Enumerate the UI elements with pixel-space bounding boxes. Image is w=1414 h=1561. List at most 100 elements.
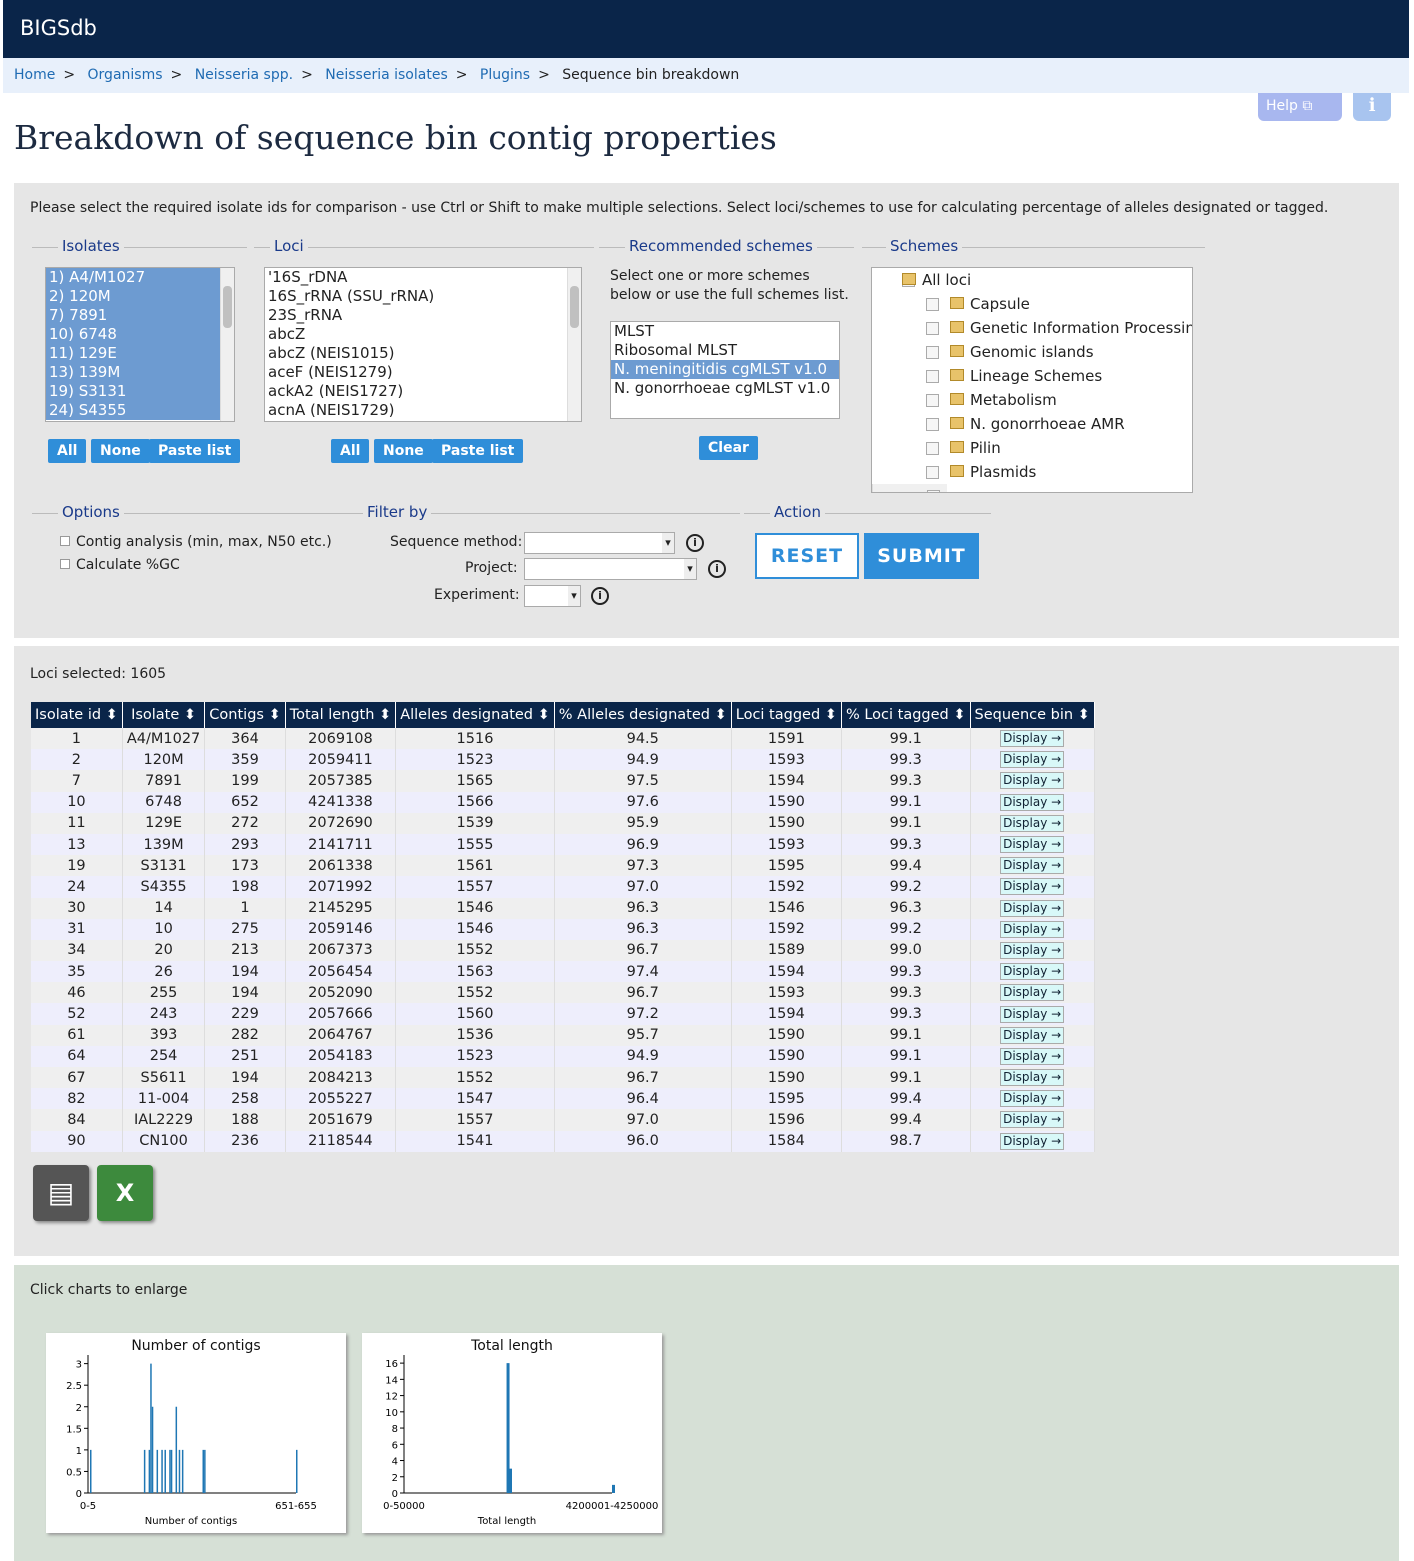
isolates-all-button[interactable]: All xyxy=(48,439,87,463)
column-header[interactable]: % Alleles designated ⬍ xyxy=(554,702,732,728)
info-icon[interactable]: i xyxy=(708,560,726,578)
display-button[interactable]: Display → xyxy=(1000,984,1065,1002)
loci-paste-button[interactable]: Paste list xyxy=(432,439,524,463)
isolate-option[interactable]: 24) S4355 xyxy=(46,401,234,420)
experiment-select[interactable] xyxy=(524,585,581,607)
display-button[interactable]: Display → xyxy=(1000,793,1065,811)
display-button[interactable]: Display → xyxy=(1000,920,1065,938)
locus-option[interactable]: '16S_rDNA xyxy=(268,268,348,286)
excel-export-button[interactable]: X xyxy=(97,1165,153,1221)
table-cell: 188 xyxy=(204,1109,286,1131)
schemes-tree[interactable]: All loci Capsule Genetic Information Pro… xyxy=(871,267,1193,493)
tree-node[interactable]: Pilin xyxy=(872,436,1192,460)
clear-button[interactable]: Clear xyxy=(699,436,758,460)
reset-button[interactable]: RESET xyxy=(755,533,859,579)
display-button[interactable]: Display → xyxy=(1000,730,1065,748)
display-button[interactable]: Display → xyxy=(1000,1132,1065,1150)
submit-button[interactable]: SUBMIT xyxy=(864,533,979,579)
display-button[interactable]: Display → xyxy=(1000,1111,1065,1129)
display-button[interactable]: Display → xyxy=(1000,1069,1065,1087)
table-cell: 2052090 xyxy=(285,982,397,1004)
contig-analysis-checkbox[interactable]: Contig analysis (min, max, N50 etc.) xyxy=(60,534,332,550)
locus-option[interactable]: 23S_rRNA xyxy=(268,306,343,324)
isolate-option[interactable]: 13) 139M xyxy=(46,363,234,382)
table-cell: 64 xyxy=(31,1045,123,1067)
isolates-none-button[interactable]: None xyxy=(91,439,150,463)
crumb-home[interactable]: Home xyxy=(14,67,56,83)
display-button[interactable]: Display → xyxy=(1000,836,1065,854)
isolates-select[interactable]: 1) A4/M1027 2) 120M 7) 7891 10) 6748 11)… xyxy=(45,267,235,422)
display-button[interactable]: Display → xyxy=(1000,751,1065,769)
info-icon[interactable]: i xyxy=(686,534,704,552)
display-button[interactable]: Display → xyxy=(1000,1090,1065,1108)
scrollbar[interactable] xyxy=(567,268,581,421)
column-header[interactable]: % Loci tagged ⬍ xyxy=(841,702,971,728)
table-cell: 97.5 xyxy=(554,770,732,792)
isolate-option[interactable]: 7) 7891 xyxy=(46,306,234,325)
scheme-option[interactable]: Ribosomal MLST xyxy=(614,341,738,359)
scheme-option-selected[interactable]: N. meningitidis cgMLST v1.0 xyxy=(611,360,839,379)
display-button[interactable]: Display → xyxy=(1000,878,1065,896)
isolate-option[interactable]: 1) A4/M1027 xyxy=(46,268,234,287)
help-button[interactable]: Help ⧉ xyxy=(1258,93,1342,121)
isolate-option[interactable]: 10) 6748 xyxy=(46,325,234,344)
text-export-button[interactable]: ▤ xyxy=(33,1165,89,1221)
loci-none-button[interactable]: None xyxy=(374,439,433,463)
table-cell: 94.9 xyxy=(554,1045,732,1067)
display-button[interactable]: Display → xyxy=(1000,814,1065,832)
locus-option[interactable]: abcZ xyxy=(268,325,306,343)
display-button[interactable]: Display → xyxy=(1000,1005,1065,1023)
isolate-option[interactable]: 19) S3131 xyxy=(46,382,234,401)
display-button[interactable]: Display → xyxy=(1000,857,1065,875)
isolates-paste-button[interactable]: Paste list xyxy=(149,439,241,463)
tree-node[interactable]: Metabolism xyxy=(872,388,1192,412)
locus-option[interactable]: aceF (NEIS1279) xyxy=(268,363,393,381)
length-chart[interactable]: Total length 0 2 4 6 8 10 12 14 16 0-50000 4200001-… xyxy=(362,1333,662,1533)
column-header[interactable]: Contigs ⬍ xyxy=(204,702,286,728)
gc-checkbox[interactable]: Calculate %GC xyxy=(60,557,180,573)
column-header[interactable]: Isolate id ⬍ xyxy=(31,702,123,728)
crumb-organisms[interactable]: Organisms xyxy=(87,67,163,83)
loci-all-button[interactable]: All xyxy=(331,439,370,463)
column-header[interactable]: Loci tagged ⬍ xyxy=(731,702,842,728)
display-button[interactable]: Display → xyxy=(1000,899,1065,917)
project-select[interactable] xyxy=(524,558,697,580)
display-button[interactable]: Display → xyxy=(1000,1026,1065,1044)
info-button[interactable]: ℹ xyxy=(1353,93,1391,121)
crumb-isolates[interactable]: Neisseria isolates xyxy=(325,67,448,83)
display-button[interactable]: Display → xyxy=(1000,772,1065,790)
tree-node[interactable]: Plasmids xyxy=(872,460,1192,484)
tree-node[interactable]: Capsule xyxy=(872,292,1192,316)
contigs-chart[interactable]: Number of contigs 0 0.5 1 1.5 2 2.5 3 0-5 651-655… xyxy=(46,1333,346,1533)
crumb-neisseria[interactable]: Neisseria spp. xyxy=(194,67,294,83)
scrollbar[interactable] xyxy=(220,268,234,421)
scheme-option[interactable]: MLST xyxy=(614,322,654,340)
column-header[interactable]: Isolate ⬍ xyxy=(122,702,206,728)
display-button[interactable]: Display → xyxy=(1000,1047,1065,1065)
column-header[interactable]: Alleles designated ⬍ xyxy=(395,702,555,728)
recommended-schemes-select[interactable]: MLST Ribosomal MLST N. meningitidis cgML… xyxy=(610,321,840,419)
table-cell: 258 xyxy=(204,1088,286,1110)
tree-node[interactable]: Lineage Schemes xyxy=(872,364,1192,388)
crumb-plugins[interactable]: Plugins xyxy=(479,67,531,83)
locus-option[interactable]: acnA (NEIS1729) xyxy=(268,401,395,419)
loci-select[interactable]: '16S_rDNA 16S_rRNA (SSU_rRNA) 23S_rRNA a… xyxy=(264,267,582,422)
tree-node[interactable]: Genomic islands xyxy=(872,340,1192,364)
seq-method-select[interactable] xyxy=(524,532,675,554)
display-button[interactable]: Display → xyxy=(1000,941,1065,959)
column-label: Sequence bin xyxy=(974,707,1074,723)
isolate-option[interactable]: 11) 129E xyxy=(46,344,234,363)
scheme-option[interactable]: N. gonorrhoeae cgMLST v1.0 xyxy=(614,379,831,397)
tree-node[interactable]: N. gonorrhoeae AMR xyxy=(872,412,1192,436)
locus-option[interactable]: abcZ (NEIS1015) xyxy=(268,344,395,362)
column-header[interactable]: Total length ⬍ xyxy=(285,702,397,728)
isolate-option[interactable]: 2) 120M xyxy=(46,287,234,306)
locus-option[interactable]: ackA2 (NEIS1727) xyxy=(268,382,404,400)
tree-all-loci[interactable]: All loci xyxy=(872,268,1168,292)
scrollbar[interactable] xyxy=(872,484,947,492)
column-header[interactable]: Sequence bin ⬍ xyxy=(970,702,1095,728)
locus-option[interactable]: 16S_rRNA (SSU_rRNA) xyxy=(268,287,435,305)
info-icon[interactable]: i xyxy=(591,587,609,605)
tree-node[interactable]: Genetic Information Processing xyxy=(872,316,1192,340)
display-button[interactable]: Display → xyxy=(1000,963,1065,981)
